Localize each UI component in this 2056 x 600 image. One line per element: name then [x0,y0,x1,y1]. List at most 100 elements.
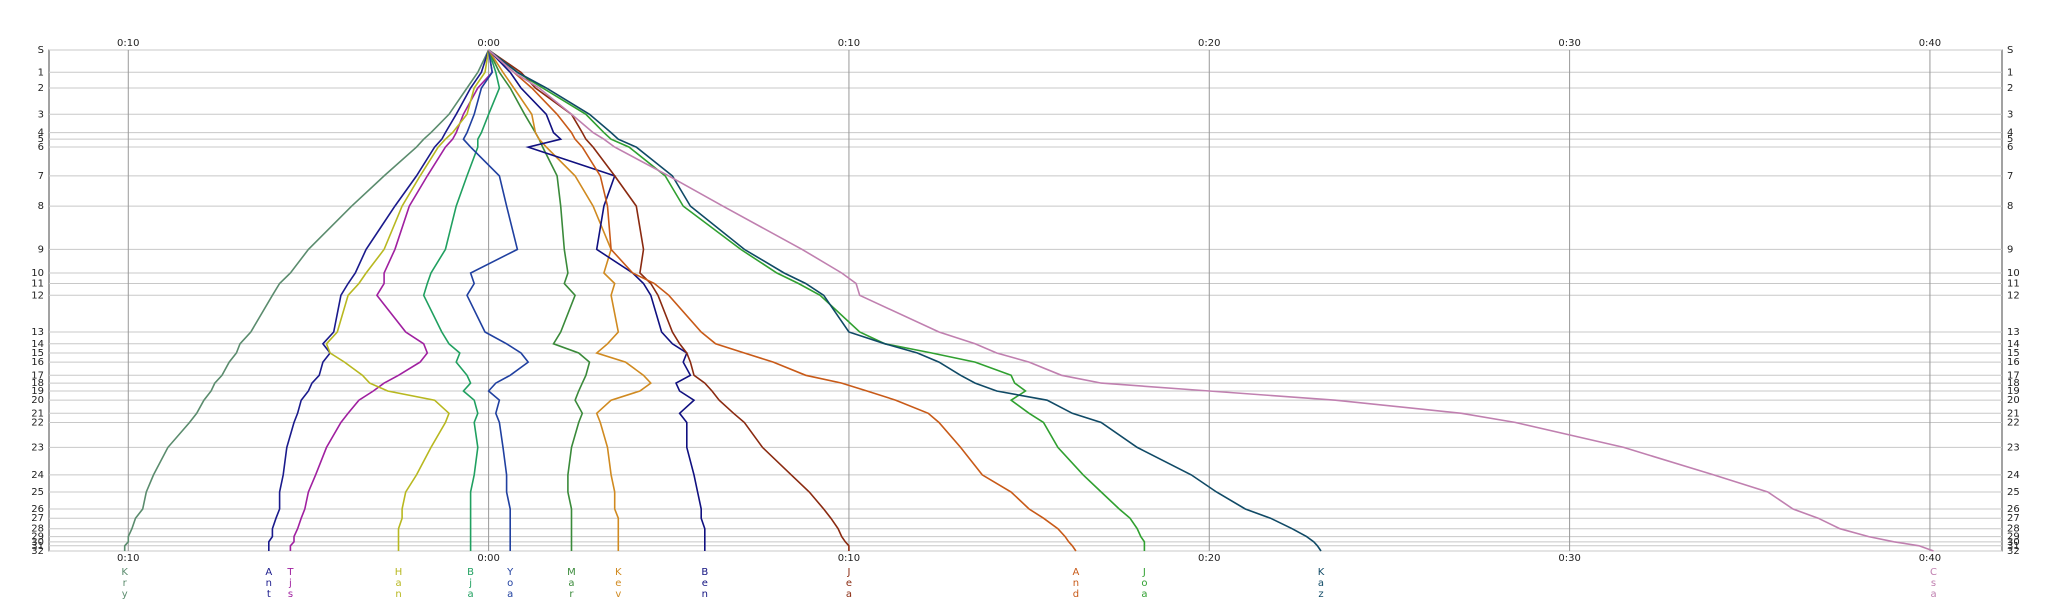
y-tick-label: 1 [38,67,44,78]
x-tick-label-bottom: 0:40 [1919,553,1941,564]
runner-name: Yoa [505,567,516,600]
y-tick-label-right: 7 [2007,171,2013,182]
y-tick-label-right: 16 [2007,357,2020,368]
y-tick-label-right: 8 [2007,201,2013,212]
y-tick-label: 6 [38,142,44,153]
y-tick-label: 29 [31,532,44,543]
runner-name: Ben [699,567,710,600]
runner-name: Tjs [285,567,296,600]
race-line [487,49,653,551]
y-tick-label-right: 6 [2007,142,2013,153]
y-tick-label-right: 9 [2007,244,2013,255]
y-tick-label-right: 4 [2007,128,2013,139]
y-tick-label: 20 [31,395,44,406]
y-tick-label: 27 [31,513,44,524]
race-line [488,49,706,551]
y-tick-label-right: 21 [2007,408,2020,419]
y-tick-label-right: 19 [2007,386,2020,397]
x-tick-label-bottom: 0:20 [1198,553,1220,564]
y-tick-label: 16 [31,357,44,368]
y-tick-label: 31 [31,541,44,552]
y-tick-label-right: 14 [2007,339,2020,350]
y-tick-label: 5 [38,134,44,145]
runner-name: Joa [1139,567,1150,600]
y-tick-label-right: 3 [2007,109,2013,120]
y-tick-label: 7 [38,171,44,182]
y-tick-label: 11 [31,278,44,289]
race-line [488,49,1146,551]
race-line [488,49,850,551]
y-tick-label-right: 27 [2007,513,2020,524]
runner-name: Mar [566,567,577,600]
runner-name: Kaz [1315,567,1326,600]
y-tick-label-right: 28 [2007,524,2020,535]
y-tick-label-right: 25 [2007,487,2020,498]
y-tick-label-right: 15 [2007,348,2020,359]
y-tick-label-right: 18 [2007,378,2020,389]
y-tick-label: 14 [31,339,44,350]
y-tick-label: 10 [31,268,44,279]
y-tick-label: 3 [38,109,44,120]
y-tick-label-right: 20 [2007,395,2020,406]
x-tick-label-bottom: 0:10 [117,553,139,564]
runner-name: Jea [843,567,854,600]
x-tick-label-top: 0:30 [1558,38,1580,49]
y-tick-label-right: 24 [2007,470,2020,481]
y-tick-label: 17 [31,370,44,381]
y-tick-label: 18 [31,378,44,389]
x-tick-label-top: 0:20 [1198,38,1220,49]
y-tick-label-right: 12 [2007,290,2020,301]
y-tick-label-right: 23 [2007,442,2020,453]
y-tick-label: 9 [38,244,44,255]
y-tick-label-right: 1 [2007,67,2013,78]
y-tick-label-right: 30 [2007,537,2020,548]
y-tick-label: 30 [31,537,44,548]
plot-frame [48,49,2003,552]
y-tick-label-right: 13 [2007,327,2020,338]
y-tick-label-right: 11 [2007,278,2020,289]
race-line [123,49,490,551]
race-line [488,49,1322,552]
y-tick-label: 24 [31,470,44,481]
y-tick-label: 22 [31,417,44,428]
y-tick-label-right: 32 [2007,546,2020,557]
y-tick-label: 2 [38,83,44,94]
race-line [289,49,494,551]
y-tick-label-right: 26 [2007,504,2020,515]
y-tick-label: 25 [31,487,44,498]
y-tick-label: 4 [38,128,44,139]
x-tick-label-bottom: 0:30 [1558,553,1580,564]
y-tick-label: 23 [31,442,44,453]
runner-name: Kry [119,567,130,600]
y-tick-label: 28 [31,524,44,535]
runner-name: Han [393,567,404,600]
y-tick-label-right: 17 [2007,370,2020,381]
race-line [488,49,1077,552]
y-tick-label: 19 [31,386,44,397]
race-line [487,49,591,551]
runner-name: Csa [1928,567,1939,600]
x-tick-label-bottom: 0:10 [838,553,860,564]
y-tick-label: S [38,45,44,56]
x-tick-label-top: 0:40 [1919,38,1941,49]
x-tick-label-top: 0:00 [477,38,499,49]
y-tick-label-right: S [2007,45,2013,56]
y-tick-label-right: 2 [2007,83,2013,94]
race-line [488,49,1934,552]
y-tick-label-right: 5 [2007,134,2013,145]
x-tick-label-top: 0:10 [117,38,139,49]
y-tick-label: 15 [31,348,44,359]
race-line [462,49,530,551]
y-tick-label-right: 31 [2007,541,2020,552]
y-tick-label: 8 [38,201,44,212]
y-tick-label-right: 22 [2007,417,2020,428]
y-tick-label: 32 [31,546,44,557]
runner-name: Ant [263,567,274,600]
x-tick-label-bottom: 0:00 [477,553,499,564]
runner-name: And [1070,567,1081,600]
y-tick-label: 21 [31,408,44,419]
race-line [422,49,501,551]
y-tick-label: 26 [31,504,44,515]
race-line [268,49,490,551]
